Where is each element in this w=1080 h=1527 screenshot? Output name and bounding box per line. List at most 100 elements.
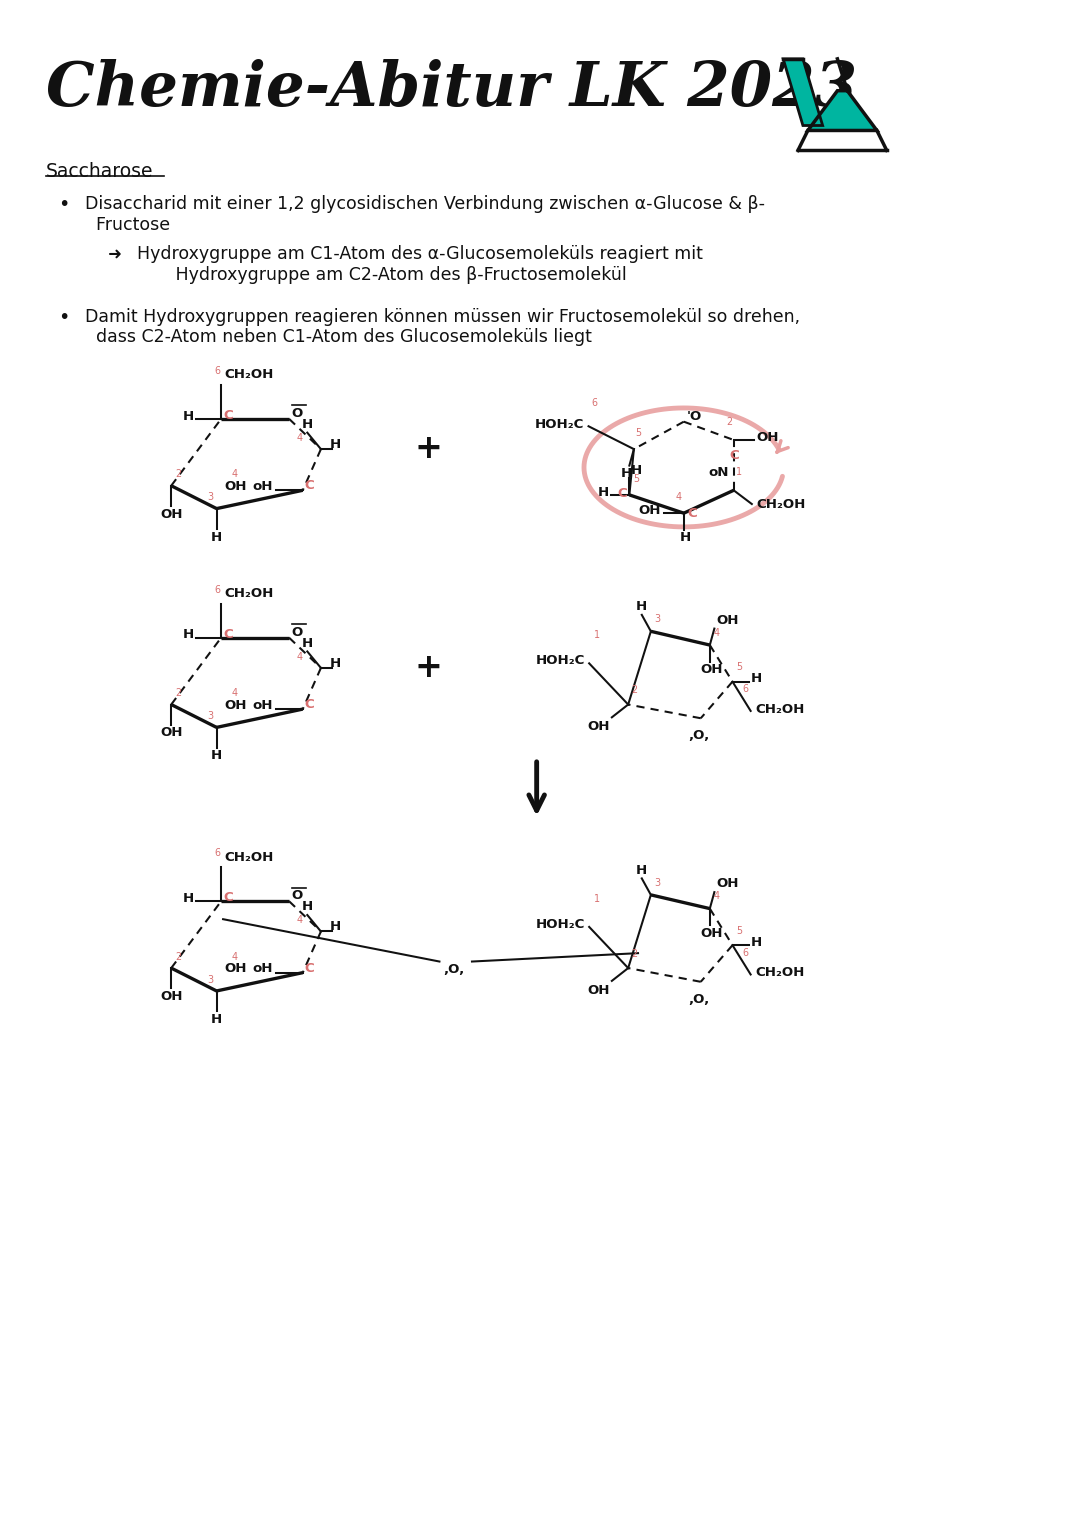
Text: 3: 3	[654, 878, 661, 887]
Text: C: C	[222, 892, 232, 904]
Text: C: C	[222, 409, 232, 421]
Text: H: H	[183, 892, 194, 906]
Text: OH: OH	[160, 727, 183, 739]
Text: H: H	[636, 600, 647, 612]
Polygon shape	[808, 90, 877, 130]
Text: H: H	[301, 901, 313, 913]
Text: C: C	[222, 628, 232, 640]
Text: oN: oN	[708, 466, 729, 479]
Text: 4: 4	[231, 951, 238, 962]
Text: OH: OH	[701, 927, 723, 941]
Text: C: C	[305, 962, 314, 974]
Text: OH: OH	[716, 878, 739, 890]
Text: oH: oH	[253, 479, 273, 493]
Text: OH: OH	[160, 989, 183, 1003]
Text: H: H	[330, 657, 341, 670]
Text: 1: 1	[737, 467, 743, 476]
Text: •: •	[58, 195, 70, 214]
Text: 4: 4	[297, 432, 302, 443]
Text: H: H	[183, 629, 194, 641]
Text: 4: 4	[231, 469, 238, 479]
Text: C: C	[730, 449, 740, 463]
Text: +: +	[415, 651, 442, 684]
Text: C: C	[305, 698, 314, 712]
Text: OH: OH	[638, 504, 661, 518]
Text: 4: 4	[231, 689, 238, 698]
Text: 3: 3	[207, 712, 214, 721]
Text: H: H	[330, 438, 341, 450]
Text: CH₂OH: CH₂OH	[756, 498, 806, 510]
Text: Chemie-Abitur LK 2023: Chemie-Abitur LK 2023	[45, 60, 856, 119]
Text: Damit Hydroxygruppen reagieren können müssen wir Fructosemolekül so drehen,
  da: Damit Hydroxygruppen reagieren können mü…	[85, 307, 800, 347]
Text: O: O	[292, 889, 303, 902]
Text: 3: 3	[207, 492, 214, 502]
Text: OH: OH	[224, 699, 246, 712]
Text: O: O	[292, 626, 303, 638]
Text: C: C	[618, 487, 627, 499]
Text: 6: 6	[743, 948, 748, 957]
Text: H: H	[751, 672, 761, 686]
Text: 4: 4	[297, 652, 302, 661]
Text: OH: OH	[224, 479, 246, 493]
Text: 1: 1	[594, 893, 599, 904]
Polygon shape	[783, 60, 823, 125]
Text: H: H	[751, 936, 761, 948]
Text: H: H	[211, 750, 222, 762]
Text: OH: OH	[224, 962, 246, 976]
Text: H: H	[621, 467, 632, 481]
Text: 4: 4	[714, 628, 719, 638]
Text: 2: 2	[175, 951, 180, 962]
Text: 5: 5	[633, 473, 639, 484]
Text: 6: 6	[214, 849, 220, 858]
Text: 2: 2	[175, 469, 180, 479]
Text: 6: 6	[214, 366, 220, 376]
Text: 3: 3	[207, 974, 214, 985]
Text: H: H	[636, 864, 647, 876]
Text: 4: 4	[297, 915, 302, 925]
Text: 'O: 'O	[687, 409, 702, 423]
Text: HOH₂C: HOH₂C	[535, 418, 584, 431]
Text: 5: 5	[737, 663, 742, 672]
Text: 2: 2	[175, 689, 180, 698]
Text: Hydroxygruppe am C1-Atom des α-Glucosemoleküls reagiert mit
       Hydroxygruppe: Hydroxygruppe am C1-Atom des α-Glucosemo…	[137, 244, 703, 284]
Text: oH: oH	[253, 962, 273, 976]
Text: C: C	[687, 507, 698, 519]
Text: ,O,: ,O,	[444, 964, 464, 976]
Text: H: H	[598, 486, 609, 499]
Text: 6: 6	[743, 684, 748, 695]
Text: H: H	[330, 921, 341, 933]
Text: H: H	[301, 418, 313, 431]
Text: HOH₂C: HOH₂C	[536, 654, 584, 667]
Text: +: +	[415, 432, 442, 466]
Text: CH₂OH: CH₂OH	[755, 702, 805, 716]
Text: CH₂OH: CH₂OH	[225, 588, 274, 600]
Text: C: C	[305, 479, 314, 492]
Text: 2: 2	[632, 686, 638, 695]
Text: H: H	[301, 637, 313, 649]
Text: OH: OH	[160, 507, 183, 521]
Text: CH₂OH: CH₂OH	[225, 851, 274, 864]
Text: OH: OH	[701, 663, 723, 676]
Text: 3: 3	[654, 614, 661, 625]
Text: ➜: ➜	[108, 244, 122, 263]
Text: OH: OH	[756, 431, 779, 444]
Text: OH: OH	[716, 614, 739, 626]
Text: OH: OH	[588, 983, 610, 997]
Text: 6: 6	[214, 585, 220, 594]
Text: O: O	[292, 406, 303, 420]
Text: H: H	[183, 409, 194, 423]
Text: •: •	[58, 307, 70, 327]
Text: CH₂OH: CH₂OH	[755, 967, 805, 979]
Text: 2: 2	[726, 417, 732, 428]
Text: ,O,: ,O,	[688, 730, 710, 742]
Text: H: H	[680, 531, 691, 545]
Text: Saccharose: Saccharose	[45, 162, 153, 182]
Text: 4: 4	[714, 892, 719, 901]
Text: 1: 1	[594, 631, 599, 640]
Text: 5: 5	[737, 925, 742, 936]
Text: 5: 5	[636, 428, 642, 438]
Text: 6: 6	[591, 399, 597, 408]
Text: H: H	[631, 464, 643, 476]
Text: HOH₂C: HOH₂C	[536, 918, 584, 930]
Text: oH: oH	[253, 699, 273, 712]
